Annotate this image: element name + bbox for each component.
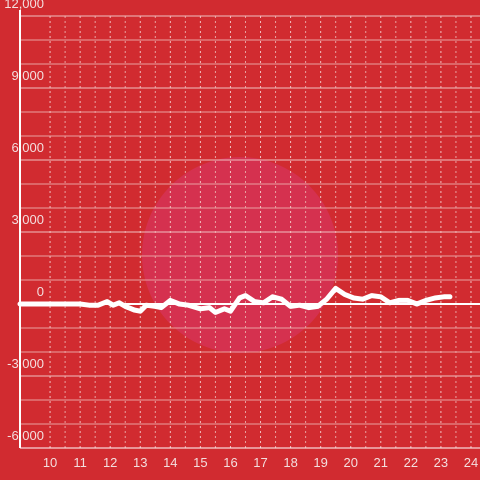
y-tick-label: 3,000 [11, 212, 44, 227]
y-tick-label: 6,000 [11, 140, 44, 155]
x-tick-label: 20 [343, 455, 357, 470]
line-series [17, 285, 453, 315]
y-tick-label: -3,000 [7, 356, 44, 371]
y-tick-label: 0 [37, 284, 44, 299]
watermark [142, 157, 338, 353]
x-tick-label: 19 [313, 455, 327, 470]
x-tick-label: 15 [193, 455, 207, 470]
x-tick-label: 14 [163, 455, 177, 470]
x-tick-label: 17 [253, 455, 267, 470]
x-tick-label: 23 [434, 455, 448, 470]
x-tick-label: 16 [223, 455, 237, 470]
x-tick-label: 13 [133, 455, 147, 470]
x-tick-label: 12 [103, 455, 117, 470]
x-tick-label: 18 [283, 455, 297, 470]
x-tick-label: 24 [464, 455, 478, 470]
y-tick-label: 12,000 [4, 0, 44, 11]
y-tick-label: 9,000 [11, 68, 44, 83]
x-tick-label: 10 [43, 455, 57, 470]
y-tick-label: -6,000 [7, 428, 44, 443]
x-tick-label: 22 [404, 455, 418, 470]
x-tick-label: 21 [374, 455, 388, 470]
x-tick-label: 11 [73, 455, 87, 470]
